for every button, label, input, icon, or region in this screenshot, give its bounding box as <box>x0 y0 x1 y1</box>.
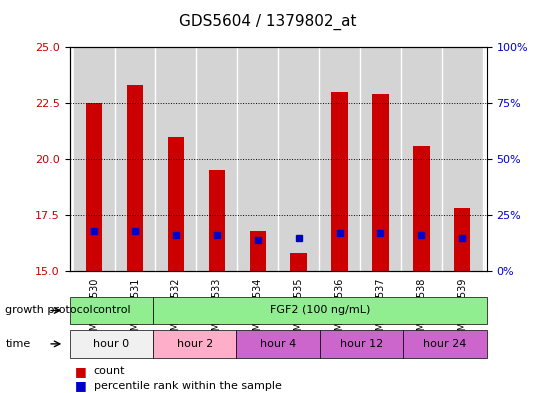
Text: GDS5604 / 1379802_at: GDS5604 / 1379802_at <box>179 14 356 30</box>
Bar <box>209 171 225 271</box>
Bar <box>401 47 442 271</box>
Bar <box>291 253 307 271</box>
Bar <box>168 137 184 271</box>
Text: growth protocol: growth protocol <box>5 305 93 316</box>
Bar <box>196 47 238 271</box>
Bar <box>74 47 114 271</box>
Bar <box>278 47 319 271</box>
Text: percentile rank within the sample: percentile rank within the sample <box>94 381 281 391</box>
Bar <box>319 47 360 271</box>
Text: hour 24: hour 24 <box>423 339 467 349</box>
Text: ■: ■ <box>75 365 87 378</box>
Bar <box>249 231 266 271</box>
Text: hour 0: hour 0 <box>93 339 129 349</box>
Bar <box>331 92 348 271</box>
Text: hour 12: hour 12 <box>340 339 383 349</box>
Text: ■: ■ <box>75 379 87 393</box>
Text: FGF2 (100 ng/mL): FGF2 (100 ng/mL) <box>270 305 370 316</box>
Text: count: count <box>94 366 125 376</box>
Bar <box>454 208 470 271</box>
Bar <box>372 94 388 271</box>
Bar <box>156 47 196 271</box>
Bar <box>413 146 430 271</box>
Bar <box>127 85 143 271</box>
Bar <box>360 47 401 271</box>
Bar <box>442 47 483 271</box>
Text: hour 2: hour 2 <box>177 339 213 349</box>
Text: hour 4: hour 4 <box>260 339 296 349</box>
Bar <box>114 47 156 271</box>
Bar <box>238 47 278 271</box>
Text: time: time <box>5 339 30 349</box>
Text: control: control <box>92 305 131 316</box>
Bar <box>86 103 102 271</box>
